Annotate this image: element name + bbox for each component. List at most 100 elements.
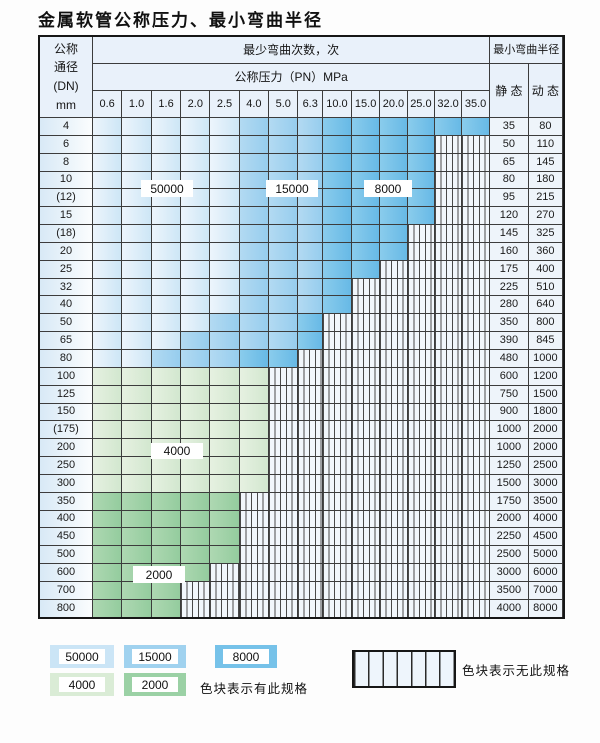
cell-no-spec [298,367,322,385]
cell-no-spec [380,260,407,278]
cell-no-spec [461,510,490,528]
cell-no-spec [407,385,435,403]
cell-spec-8000 [380,225,407,242]
cell-no-spec [435,385,461,403]
cell-spec-15000 [269,296,298,314]
cell-spec-8000 [322,296,351,314]
legend-swatch-4000-label: 4000 [59,677,105,692]
cell-spec-15000 [298,242,322,260]
dynamic-radius-value: 180 [528,171,563,189]
cell-no-spec [298,528,322,546]
cell-spec-15000 [239,242,269,260]
header-pressure-5.0: 5.0 [269,91,298,117]
cell-no-spec [407,581,435,599]
row-dn-label: 500 [40,546,92,564]
header-pressure-1.6: 1.6 [151,91,181,117]
static-radius-value: 1250 [490,457,528,474]
legend-swatch-2000-label: 2000 [132,677,178,692]
row-dn-label: 40 [40,296,92,314]
legend-swatch-2000: 2000 [124,673,186,696]
cell-spec-8000 [351,118,380,135]
cell-spec-2000 [151,492,181,510]
header-pressure-6.3: 6.3 [298,91,322,117]
row-dn-label: (12) [40,189,92,207]
cell-no-spec [298,457,322,474]
cell-spec-50000 [93,314,122,332]
header-pressure-10.0: 10.0 [322,91,351,117]
cell-no-spec [461,528,490,546]
cell-no-spec [435,564,461,581]
dynamic-radius-value: 1000 [528,349,563,367]
dynamic-radius-value: 6000 [528,564,563,581]
cell-spec-8000 [298,332,322,349]
cell-no-spec [380,332,407,349]
cell-spec-50000 [93,118,122,135]
cell-no-spec [322,403,351,421]
cell-no-spec [461,581,490,599]
cell-spec-50000 [210,242,239,260]
cell-no-spec [435,225,461,242]
dynamic-radius-value: 2500 [528,457,563,474]
cell-no-spec [380,314,407,332]
cell-spec-15000 [269,225,298,242]
cell-spec-8000 [380,118,407,135]
cell-spec-8000 [351,207,380,225]
cell-spec-15000 [210,314,239,332]
legend-swatch-8000: 8000 [215,645,277,668]
legend-swatch-15000: 15000 [124,645,186,668]
cell-spec-50000 [93,278,122,296]
cell-spec-50000 [93,332,122,349]
cell-no-spec [435,189,461,207]
static-radius-value: 65 [490,153,528,171]
cell-spec-4000 [93,367,122,385]
cell-no-spec [351,474,380,492]
cell-spec-15000 [269,242,298,260]
cell-spec-2000 [151,599,181,617]
cell-spec-50000 [151,135,181,153]
cell-spec-8000 [351,153,380,171]
cell-no-spec [435,242,461,260]
header-bend-cycles: 最少弯曲次数，次 [93,37,490,63]
static-radius-value: 3000 [490,564,528,581]
cell-no-spec [435,153,461,171]
cell-spec-4000 [239,403,269,421]
cell-spec-8000 [351,135,380,153]
static-radius-value: 120 [490,207,528,225]
cell-spec-50000 [93,153,122,171]
row-dn-label: 6 [40,135,92,153]
static-radius-value: 350 [490,314,528,332]
cell-no-spec [461,171,490,189]
cell-spec-50000 [210,225,239,242]
cell-no-spec [435,260,461,278]
static-radius-value: 145 [490,225,528,242]
row-dn-label: 600 [40,564,92,581]
static-radius-value: 600 [490,367,528,385]
dynamic-radius-value: 325 [528,225,563,242]
legend-has-spec-caption: 色块表示有此规格 [200,682,309,696]
dynamic-radius-value: 270 [528,207,563,225]
cell-spec-50000 [181,314,210,332]
cell-no-spec [298,349,322,367]
cell-spec-8000 [407,135,435,153]
cell-no-spec [380,367,407,385]
cell-spec-50000 [210,189,239,207]
cell-no-spec [435,296,461,314]
cell-spec-15000 [298,135,322,153]
cell-no-spec [322,332,351,349]
cell-no-spec [407,492,435,510]
cell-spec-15000 [239,296,269,314]
cell-no-spec [435,421,461,439]
cell-no-spec [269,403,298,421]
row-dn-label: 4 [40,118,92,135]
static-radius-value: 1000 [490,421,528,439]
cell-spec-15000 [239,118,269,135]
cell-no-spec [461,385,490,403]
dynamic-radius-value: 360 [528,242,563,260]
cell-spec-50000 [151,207,181,225]
cell-spec-4000 [122,421,151,439]
cell-no-spec [298,474,322,492]
cell-no-spec [380,278,407,296]
cell-spec-8000 [380,135,407,153]
cell-no-spec [351,385,380,403]
cell-spec-8000 [322,260,351,278]
